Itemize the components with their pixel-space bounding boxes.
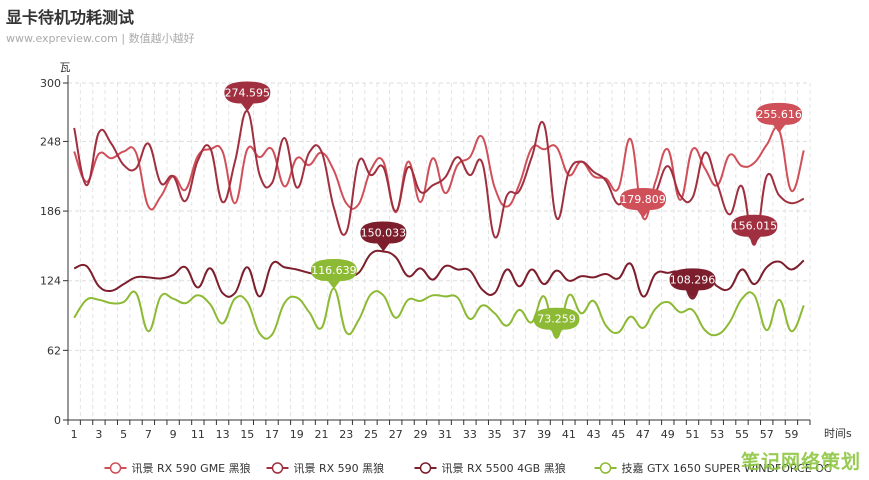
x-tick-label: 15	[240, 428, 254, 441]
min-pin-1-label: 179.809	[620, 193, 666, 206]
max-pin-4-label: 116.639	[311, 264, 357, 277]
chart-title: 显卡待机功耗测试	[6, 8, 135, 27]
x-tick-label: 29	[413, 428, 427, 441]
x-tick-label: 53	[710, 428, 724, 441]
chart-subtitle: www.expreview.com | 数值越小越好	[6, 32, 195, 45]
watermark: 笔记网络策划	[740, 451, 861, 473]
x-tick-label: 25	[364, 428, 378, 441]
x-tick-label: 41	[562, 428, 576, 441]
max-pin-2-shape	[224, 81, 271, 112]
min-pin-2-label: 156.015	[732, 220, 778, 233]
max-pin-2: 274.595	[224, 81, 271, 112]
legend-marker-1	[109, 462, 122, 474]
max-pin-4-shape	[310, 258, 357, 289]
x-tick-label: 27	[389, 428, 403, 441]
x-tick-label: 57	[760, 428, 774, 441]
legend-marker-2	[271, 462, 284, 474]
legend-label-1: 讯景 RX 590 GME 黑狼	[132, 461, 251, 475]
x-tick-label: 35	[488, 428, 502, 441]
max-pin-3: 150.033	[360, 221, 407, 252]
x-tick-label: 39	[537, 428, 551, 441]
y-tick-label: 0	[54, 414, 61, 427]
x-tick-label: 7	[145, 428, 152, 441]
x-tick-label: 59	[784, 428, 798, 441]
x-axis-label: 时间s	[824, 427, 852, 440]
min-pin-4-shape	[533, 307, 580, 338]
x-tick-label: 13	[216, 428, 230, 441]
min-pin-3: 108.296	[669, 268, 716, 299]
legend-marker-4	[599, 462, 612, 474]
max-pin-3-label: 150.033	[361, 226, 407, 239]
x-tick-label: 47	[636, 428, 650, 441]
x-tick-label: 17	[265, 428, 279, 441]
y-tick-label: 124	[40, 275, 61, 288]
min-pin-2: 156.015	[731, 214, 778, 245]
x-tick-label: 55	[735, 428, 749, 441]
y-tick-label: 186	[40, 205, 61, 218]
series-line-4	[73, 287, 805, 340]
min-pin-4: 73.259	[533, 307, 580, 338]
max-pin-1-shape	[756, 102, 803, 133]
y-axis-label: 瓦	[60, 61, 71, 74]
x-tick-label: 33	[463, 428, 477, 441]
max-pin-3-shape	[360, 221, 407, 252]
legend-label-2: 讯景 RX 590 黑狼	[294, 461, 385, 475]
x-tick-label: 1	[71, 428, 78, 441]
x-tick-label: 11	[191, 428, 205, 441]
x-tick-label: 19	[290, 428, 304, 441]
min-pin-3-label: 108.296	[670, 273, 716, 286]
min-pin-4-label: 73.259	[537, 313, 576, 326]
min-pin-3-shape	[669, 268, 716, 299]
x-tick-label: 23	[339, 428, 353, 441]
legend-label-3: 讯景 RX 5500 4GB 黑狼	[442, 461, 566, 475]
x-tick-label: 9	[170, 428, 177, 441]
legend-label-4: 技嘉 GTX 1650 SUPER WINDFORCE OC	[622, 461, 832, 475]
x-tick-label: 43	[587, 428, 601, 441]
max-pin-4: 116.639	[310, 258, 357, 289]
max-pin-1-label: 255.616	[756, 108, 802, 121]
series-line-2	[73, 110, 805, 246]
y-tick-label: 248	[40, 135, 61, 148]
y-tick-label: 62	[47, 344, 61, 357]
min-pin-2-shape	[731, 214, 778, 245]
x-tick-label: 37	[512, 428, 526, 441]
x-tick-label: 49	[661, 428, 675, 441]
y-tick-label: 300	[40, 77, 61, 90]
x-tick-label: 51	[686, 428, 700, 441]
x-tick-label: 5	[120, 428, 127, 441]
x-tick-label: 31	[438, 428, 452, 441]
x-tick-label: 45	[611, 428, 625, 441]
legend-marker-3	[419, 462, 432, 474]
x-tick-label: 3	[95, 428, 102, 441]
max-pin-1: 255.616	[756, 102, 803, 133]
max-pin-2-label: 274.595	[225, 87, 271, 100]
x-tick-label: 21	[315, 428, 329, 441]
min-pin-1-shape	[620, 188, 667, 219]
min-pin-1: 179.809	[620, 188, 667, 219]
